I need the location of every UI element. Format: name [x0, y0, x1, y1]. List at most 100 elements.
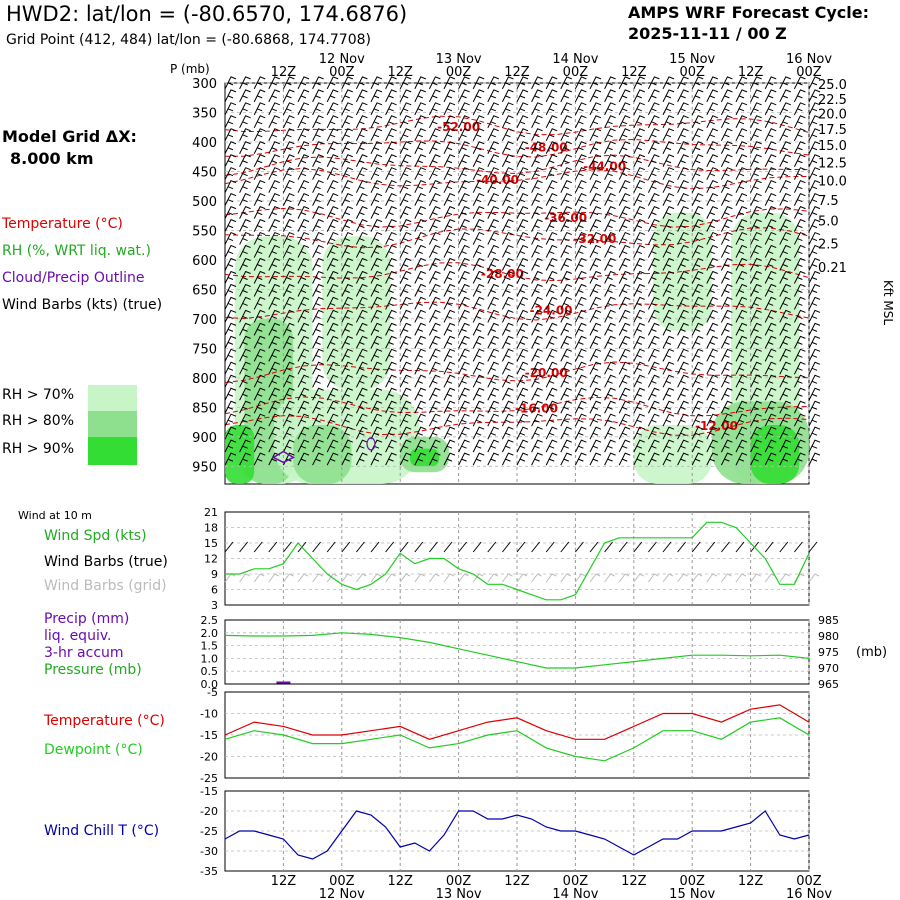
wind-barb — [224, 270, 237, 284]
wind-barb — [604, 413, 616, 427]
wind-barb — [574, 128, 587, 142]
wind-barb — [618, 361, 631, 375]
wind-barb — [443, 309, 456, 323]
y-tick-label: 6 — [211, 584, 218, 597]
wind-barb — [282, 244, 295, 258]
wind-barb — [253, 115, 266, 129]
wind-barb — [589, 309, 602, 323]
wind-barb — [399, 322, 412, 336]
wind-barb — [793, 154, 806, 167]
wind-barb — [385, 102, 397, 116]
wind-barb — [341, 439, 353, 453]
wind-barb — [720, 270, 733, 284]
wind-barb — [691, 270, 704, 284]
wind-barb — [618, 439, 631, 453]
isotherm-line — [224, 361, 810, 383]
wind-barb — [764, 400, 777, 414]
wind-barb — [297, 296, 310, 310]
wind-barb — [618, 309, 631, 323]
wind-barb — [735, 193, 748, 206]
wind-barb — [647, 115, 660, 129]
wind-barb — [735, 128, 748, 142]
wind-barb-true — [735, 541, 745, 553]
legend-cloud: Cloud/Precip Outline — [2, 270, 145, 286]
wind-barb — [545, 348, 558, 362]
wind-barb — [793, 413, 806, 427]
wind-barb — [341, 309, 353, 323]
wind-barb — [779, 76, 791, 90]
wind-barb — [282, 257, 295, 271]
wind-barb — [224, 387, 237, 401]
wind-barb — [224, 283, 237, 297]
cloud-outline — [271, 450, 295, 464]
wind-barb — [385, 361, 397, 375]
wind-barb — [545, 400, 558, 414]
wind-barb-grid — [750, 573, 761, 583]
wind-barb — [428, 439, 441, 453]
wind-barb — [589, 335, 602, 349]
wind-barb — [399, 374, 412, 388]
wind-barb — [633, 231, 645, 245]
wind-barb-grid — [575, 573, 586, 583]
wind-barb — [239, 348, 251, 362]
wind-barb — [370, 270, 383, 284]
wind-barb — [793, 400, 806, 414]
wind-barb — [253, 309, 266, 323]
wind-barb — [691, 154, 704, 167]
wind-barb — [662, 400, 675, 414]
wind-barb — [618, 128, 631, 142]
wind-barb — [531, 141, 543, 154]
wind-barb — [691, 348, 704, 362]
wind-barb — [647, 439, 660, 453]
wind-barb — [268, 231, 280, 245]
wind-barb — [282, 387, 295, 401]
wind-barb — [691, 374, 704, 388]
height-tick-label: 10.0 — [818, 174, 847, 189]
wind-barb — [428, 180, 441, 193]
wind-barb — [355, 218, 368, 232]
wind-barb-true — [239, 541, 248, 553]
wind-barb — [589, 400, 602, 414]
wind-barb — [677, 361, 689, 375]
wind-barb — [779, 452, 791, 466]
wind-barb — [355, 154, 368, 167]
wind-barb — [604, 374, 616, 388]
pressure-axis-label: P (mb) — [170, 62, 210, 76]
wind-barb — [253, 413, 266, 427]
wind-barb — [501, 231, 514, 245]
wind-barb — [428, 452, 441, 466]
wind-barb — [326, 361, 339, 375]
wind-barb — [399, 270, 412, 284]
wind-barb — [385, 309, 397, 323]
wind-barb — [647, 257, 660, 271]
wind-barb — [297, 115, 310, 129]
wind-barb — [560, 167, 572, 180]
wind-barb — [574, 89, 587, 103]
wind-barb — [516, 141, 529, 154]
wind-barb — [691, 218, 704, 232]
wind-barb — [677, 218, 689, 232]
temperature-line — [224, 704, 810, 740]
wind-barb — [312, 270, 324, 284]
wind-barb — [326, 296, 339, 310]
wind-barb — [458, 335, 470, 349]
wind-barb — [224, 128, 237, 142]
wind-barb — [282, 167, 295, 180]
wind-barb — [706, 218, 718, 232]
wind-barb — [618, 167, 631, 180]
wind-barb — [764, 348, 777, 362]
wind-barb — [239, 439, 251, 453]
wind-barb — [808, 154, 821, 167]
wind-barb — [633, 102, 645, 116]
wind-barb — [531, 335, 543, 349]
wind-barb — [399, 102, 412, 116]
wind-barb — [341, 335, 353, 349]
wind-barb-grid — [662, 573, 674, 583]
wind-barb — [443, 452, 456, 466]
wind-barb — [633, 452, 645, 466]
wind-barb — [677, 180, 689, 193]
isotherm-line — [224, 396, 810, 417]
wind-barb — [750, 193, 762, 206]
wind-barb — [764, 296, 777, 310]
wind-barb — [574, 348, 587, 362]
